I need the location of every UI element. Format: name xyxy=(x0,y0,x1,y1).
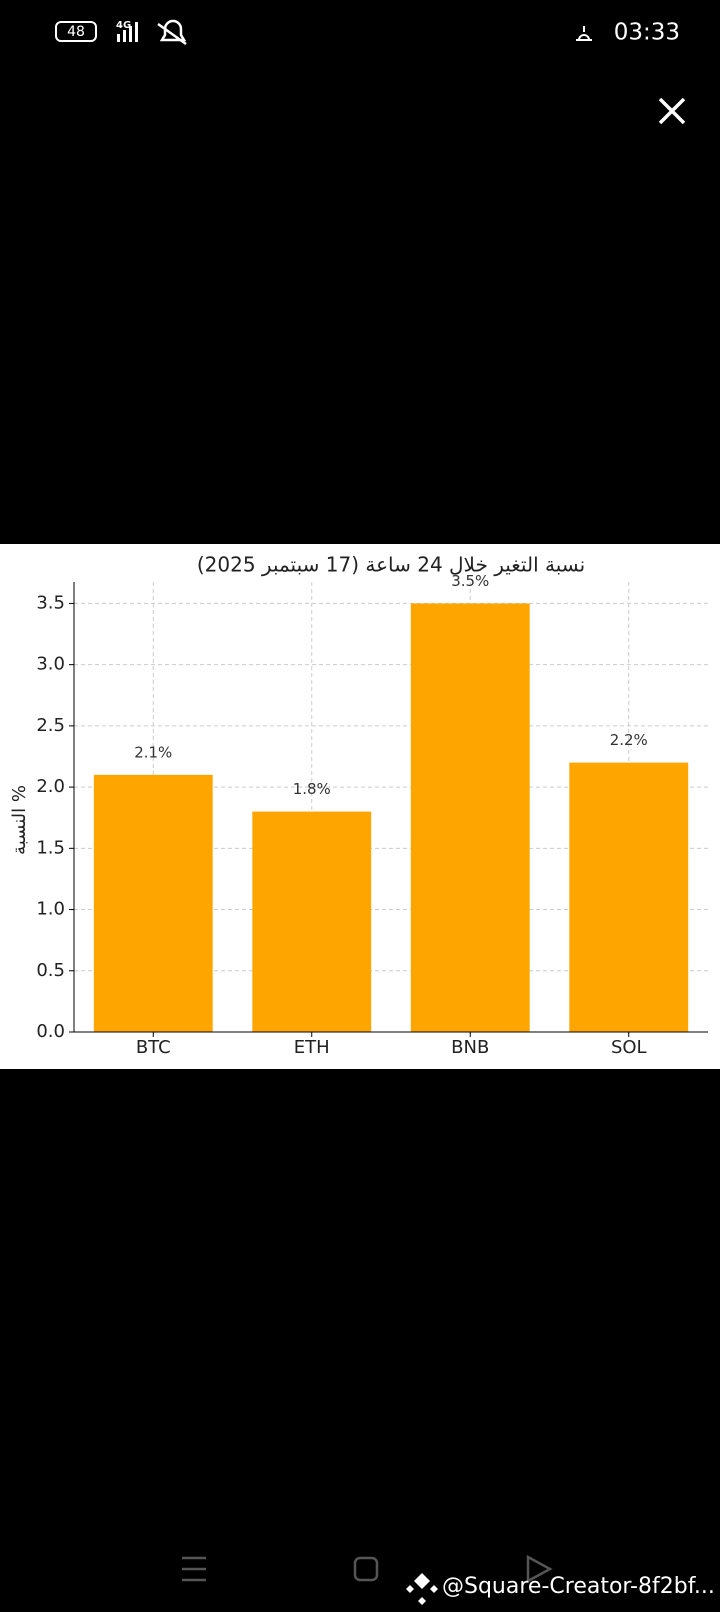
mute-icon xyxy=(157,19,187,46)
y-tick-label: 1.5 xyxy=(36,837,65,858)
bar xyxy=(252,811,372,1032)
close-button[interactable] xyxy=(658,97,686,125)
binance-logo xyxy=(406,1573,438,1605)
value-label: 2.2% xyxy=(610,731,648,749)
y-axis-label: النسبة % xyxy=(9,785,30,855)
x-tick-label: SOL xyxy=(611,1037,647,1058)
signal-icon xyxy=(117,22,138,42)
x-tick-label: BTC xyxy=(136,1037,171,1058)
y-tick-label: 0.0 xyxy=(36,1021,65,1042)
y-tick-label: 0.5 xyxy=(36,960,65,981)
menu-button[interactable] xyxy=(182,1556,206,1582)
x-tick-label: ETH xyxy=(294,1037,330,1058)
y-tick-label: 2.5 xyxy=(36,715,65,736)
chart: نسبة التغير خلال 24 ساعة (17 سبتمبر 2025… xyxy=(9,553,708,1058)
bar xyxy=(410,603,530,1032)
x-tick-label: BNB xyxy=(451,1037,489,1058)
clock: 03:33 xyxy=(614,20,680,46)
alarm-icon xyxy=(576,26,592,41)
value-label: 2.1% xyxy=(134,743,172,761)
battery-icon xyxy=(55,21,97,42)
y-tick-label: 1.0 xyxy=(36,899,65,920)
y-tick-label: 3.0 xyxy=(36,654,65,675)
watermark: @Square-Creator-8f2bf... xyxy=(442,1574,715,1599)
network-type: 4G xyxy=(116,20,131,31)
y-tick-label: 2.0 xyxy=(36,776,65,797)
value-label: 3.5% xyxy=(451,572,489,590)
chart-title: نسبة التغير خلال 24 ساعة (17 سبتمبر 2025… xyxy=(197,553,585,577)
back-button[interactable] xyxy=(526,1554,553,1584)
bar xyxy=(569,762,689,1032)
value-label: 1.8% xyxy=(293,780,331,798)
battery-level: 48 xyxy=(67,24,85,40)
home-button[interactable] xyxy=(353,1556,379,1582)
y-tick-label: 3.5 xyxy=(36,592,65,613)
bar xyxy=(93,774,213,1032)
